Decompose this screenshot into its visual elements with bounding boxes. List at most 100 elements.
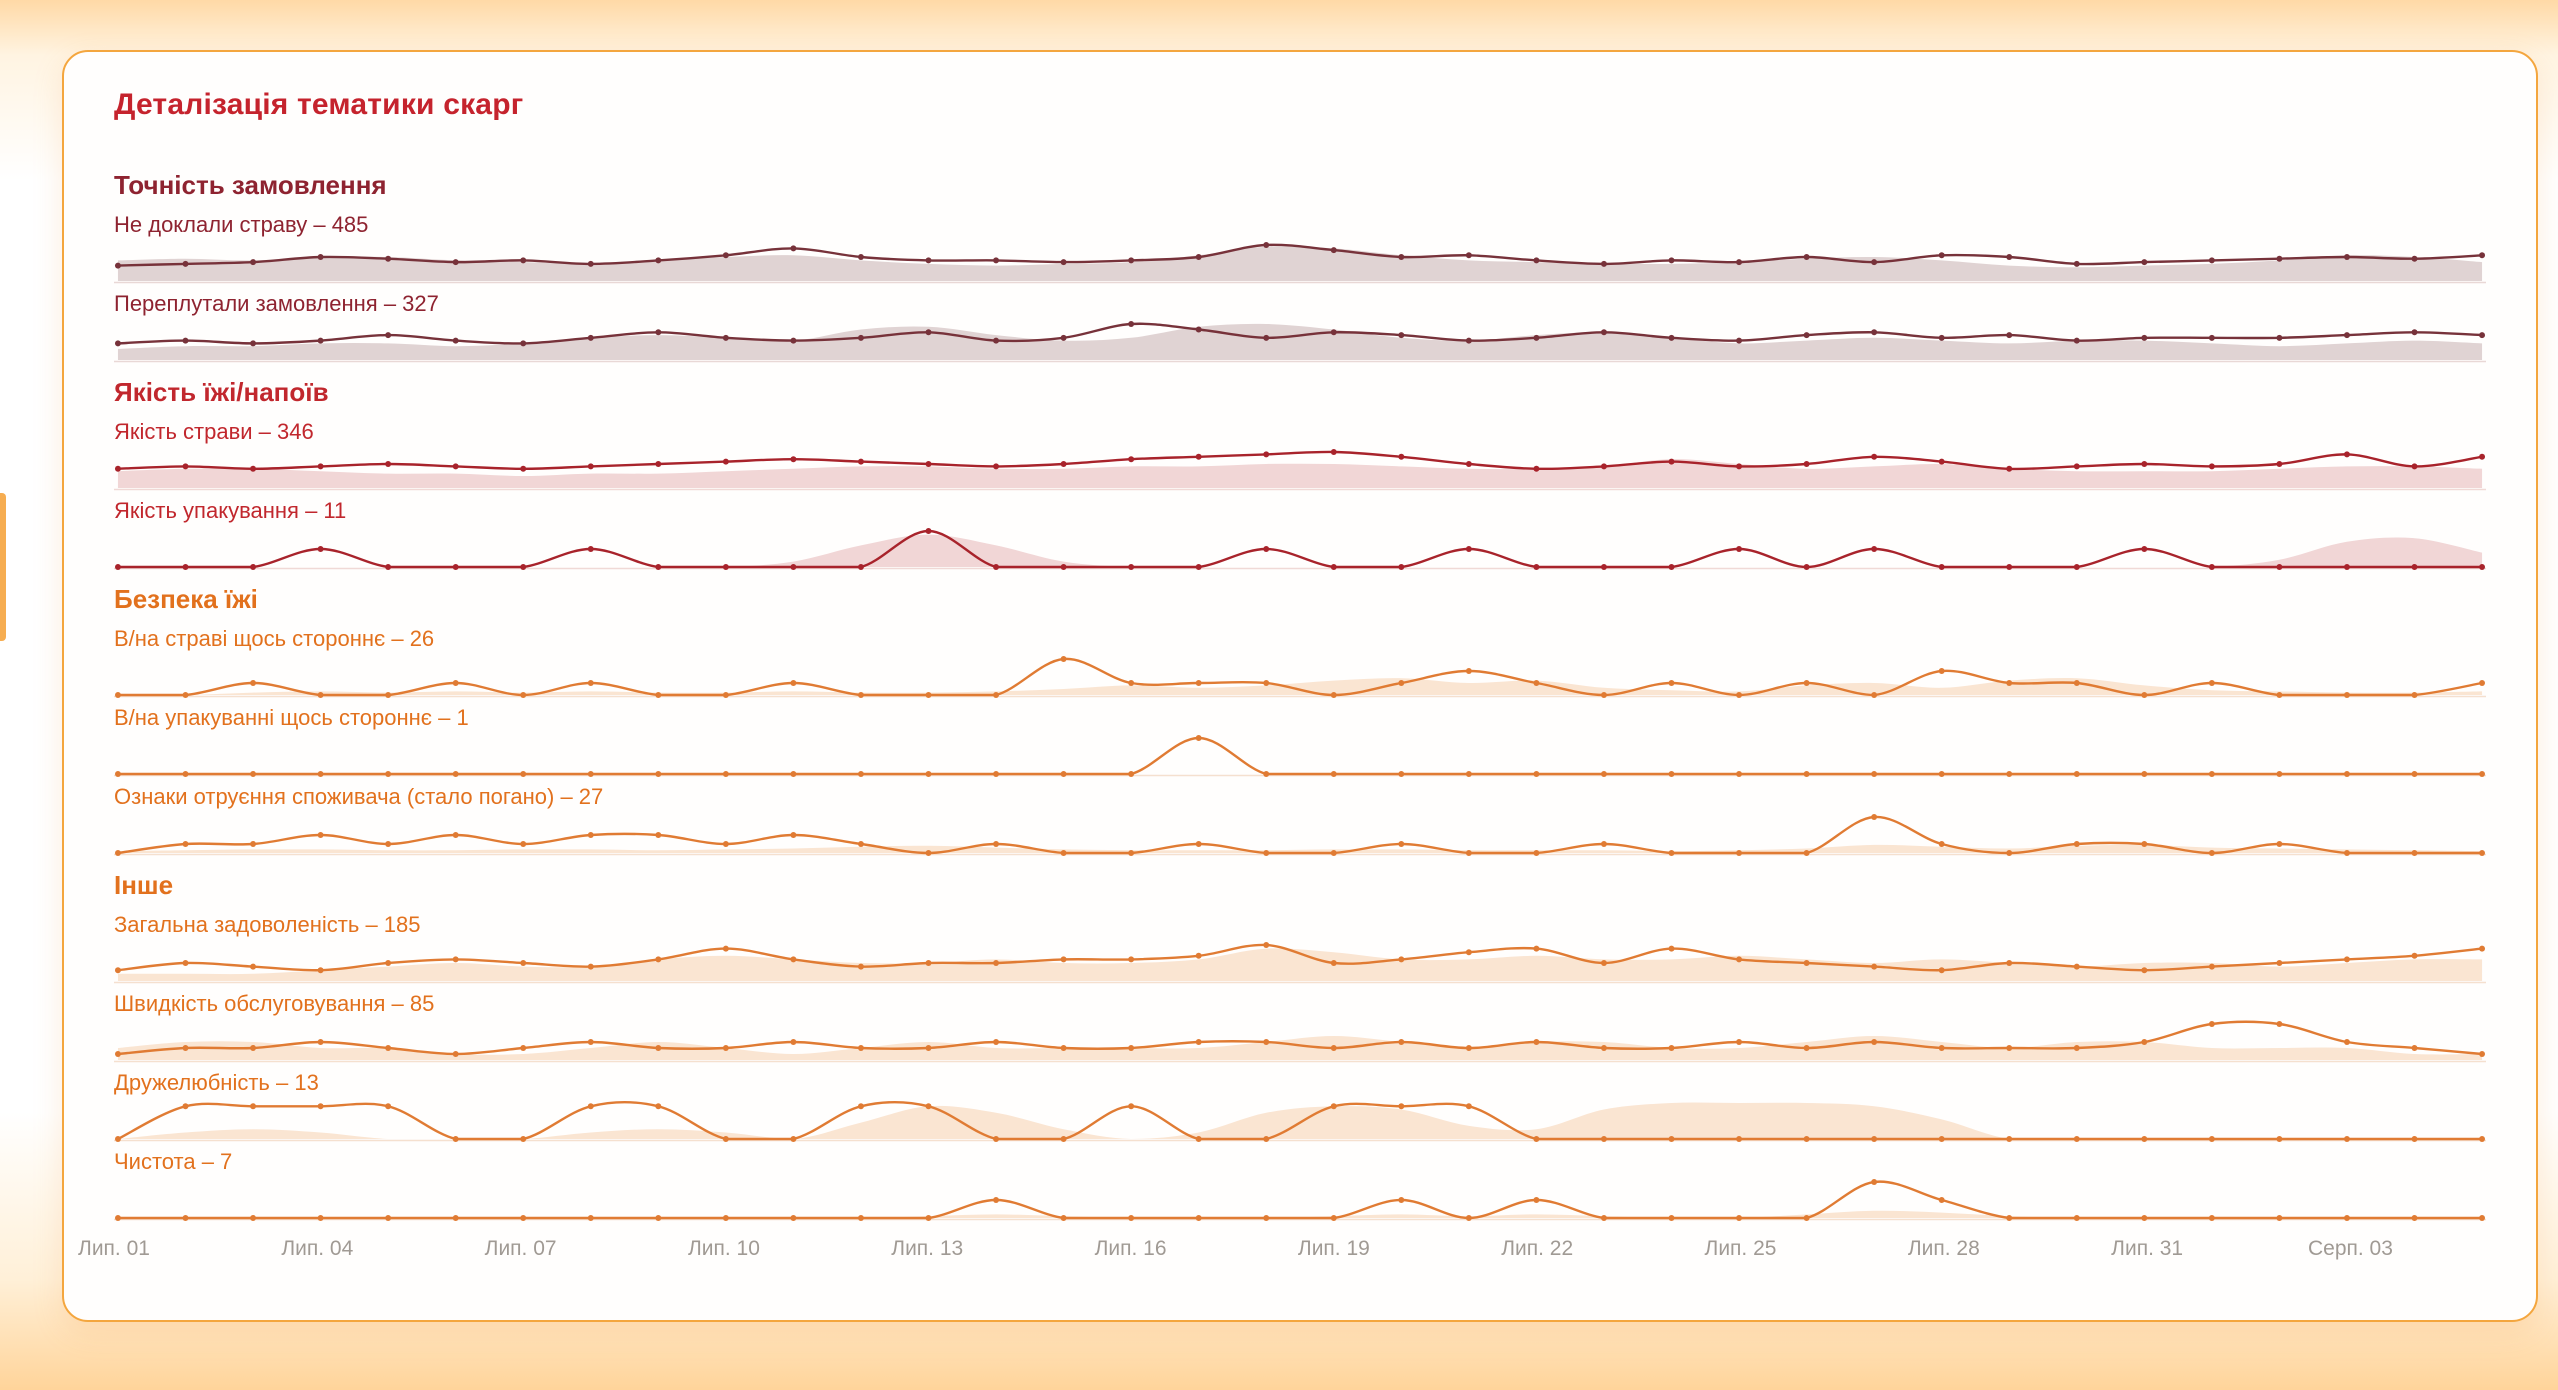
- data-point: [1668, 1045, 1675, 1051]
- data-point: [857, 841, 864, 847]
- data-point: [1398, 841, 1405, 847]
- data-point: [1465, 1215, 1472, 1221]
- data-point: [2343, 564, 2350, 570]
- data-point: [925, 960, 932, 966]
- data-point: [1128, 850, 1135, 856]
- data-point: [2343, 771, 2350, 777]
- data-point: [2073, 564, 2080, 570]
- data-point: [587, 260, 594, 267]
- data-point: [2141, 546, 2148, 552]
- metric-label: В/на страві щось стороннє – 26: [114, 626, 435, 651]
- data-point: [114, 850, 121, 856]
- data-point: [1060, 334, 1067, 341]
- data-point: [1330, 960, 1337, 966]
- data-point: [1871, 1039, 1878, 1045]
- data-point: [2276, 1215, 2283, 1221]
- data-point: [250, 1045, 257, 1051]
- metric-line: [117, 529, 2483, 569]
- data-point: [1195, 1039, 1202, 1045]
- data-point: [1128, 956, 1135, 963]
- data-point: [520, 692, 527, 698]
- data-point: [1803, 461, 1810, 467]
- data-point: [1533, 771, 1540, 777]
- data-point: [1600, 960, 1607, 966]
- data-point: [250, 841, 257, 847]
- data-point: [385, 564, 392, 570]
- data-point: [1600, 564, 1607, 570]
- data-point: [2208, 564, 2215, 570]
- data-point: [2343, 451, 2350, 458]
- data-point: [1803, 771, 1810, 777]
- data-point: [1330, 850, 1337, 856]
- data-point: [1465, 949, 1472, 956]
- data-point: [2411, 564, 2418, 570]
- data-point: [317, 1103, 324, 1110]
- data-point: [2479, 332, 2486, 339]
- data-point: [2479, 1051, 2486, 1057]
- data-point: [587, 832, 594, 838]
- data-point: [1938, 458, 1945, 465]
- x-tick: Лип. 01: [78, 1237, 150, 1260]
- data-point: [1060, 1215, 1067, 1221]
- data-point: [520, 465, 527, 472]
- data-point: [1871, 1179, 1878, 1185]
- data-point: [1736, 850, 1743, 856]
- data-point: [2141, 967, 2148, 974]
- data-point: [1736, 337, 1743, 344]
- data-point: [587, 334, 594, 341]
- metric-label: Чистота – 7: [114, 1149, 233, 1174]
- metric-line: [117, 943, 2483, 972]
- data-point: [1195, 735, 1202, 741]
- data-point: [2411, 952, 2418, 959]
- metric-line: [117, 736, 2483, 776]
- data-point: [2073, 1136, 2080, 1142]
- metric-line: [117, 243, 2483, 267]
- data-point: [114, 1136, 121, 1142]
- data-point: [1871, 453, 1878, 460]
- data-point: [2208, 771, 2215, 777]
- section-other: Інше Загальна задоволеність – 185 Швидкіст…: [114, 870, 2486, 1221]
- data-point: [520, 1215, 527, 1221]
- data-point: [2141, 1215, 2148, 1221]
- data-point: [2479, 564, 2486, 570]
- data-point: [2411, 692, 2418, 698]
- data-point: [114, 692, 121, 698]
- data-point: [1195, 952, 1202, 959]
- data-point: [452, 463, 459, 470]
- data-point: [1533, 1039, 1540, 1045]
- data-point: [1533, 1136, 1540, 1142]
- section-header-order-accuracy: Точність замовлення: [114, 170, 387, 200]
- data-point: [1465, 850, 1472, 856]
- sections-container: Точність замовлення Не доклали страву – 4…: [114, 170, 2486, 1221]
- data-point: [317, 463, 324, 470]
- data-point: [993, 1197, 1000, 1203]
- data-point: [1871, 259, 1878, 266]
- data-point: [2479, 1136, 2486, 1142]
- data-point: [2343, 1136, 2350, 1142]
- data-point: [2006, 960, 2013, 966]
- metric-row: Якість страви – 346: [114, 420, 2486, 491]
- data-point: [587, 1103, 594, 1110]
- metric-row: Ознаки отруєння споживача (стало погано)…: [114, 785, 2486, 856]
- data-point: [1128, 771, 1135, 777]
- metric-row: Швидкість обслуговування – 85: [114, 992, 2486, 1063]
- data-point: [790, 245, 797, 252]
- metric-label: Дружелюбність – 13: [114, 1070, 319, 1095]
- metric-label: Швидкість обслуговування – 85: [114, 991, 435, 1016]
- data-point: [1736, 771, 1743, 777]
- data-point: [2073, 841, 2080, 847]
- data-point: [2276, 334, 2283, 341]
- data-point: [1330, 692, 1337, 698]
- x-tick: Лип. 07: [484, 1237, 557, 1260]
- data-point: [993, 564, 1000, 570]
- data-point: [2276, 960, 2283, 966]
- data-point: [452, 771, 459, 777]
- data-point: [2006, 564, 2013, 570]
- data-point: [857, 254, 864, 260]
- data-point: [722, 1215, 729, 1221]
- data-point: [1263, 1215, 1270, 1221]
- data-point: [587, 680, 594, 686]
- x-tick: Лип. 31: [2111, 1237, 2184, 1260]
- data-point: [2276, 692, 2283, 698]
- data-point: [1938, 334, 1945, 341]
